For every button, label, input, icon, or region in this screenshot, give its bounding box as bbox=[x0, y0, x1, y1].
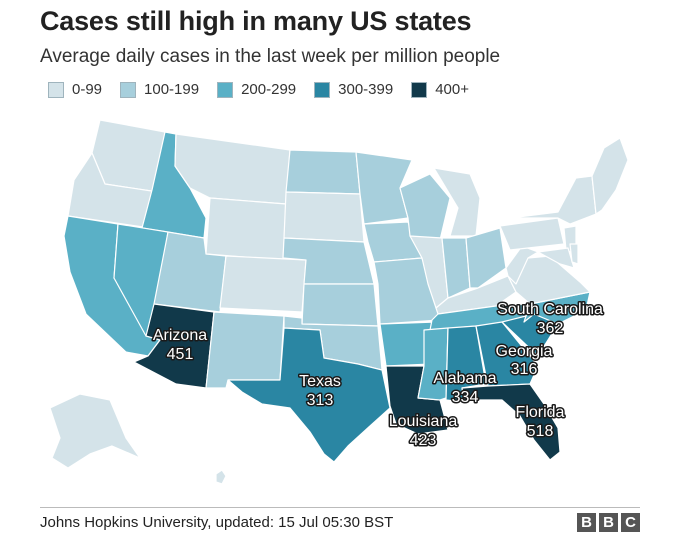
state-new-mexico bbox=[205, 311, 285, 389]
state-hawaii bbox=[215, 469, 227, 485]
label-louisiana-name: Louisiana bbox=[389, 413, 458, 430]
state-new-england bbox=[591, 137, 629, 215]
legend-item-100-199: 100-199 bbox=[120, 81, 199, 98]
state-wyoming bbox=[205, 197, 287, 261]
footer-divider bbox=[40, 507, 640, 508]
state-delaware bbox=[569, 243, 579, 265]
source-note: Johns Hopkins University, updated: 15 Ju… bbox=[40, 514, 394, 531]
state-pennsylvania bbox=[499, 217, 565, 251]
legend-label: 0-99 bbox=[72, 81, 103, 98]
state-virginia bbox=[507, 255, 591, 305]
legend-label: 100-199 bbox=[144, 81, 200, 98]
bbc-logo: B B C bbox=[574, 513, 640, 532]
legend-swatch bbox=[120, 81, 137, 98]
label-florida-name: Florida bbox=[516, 404, 565, 421]
label-texas-value: 313 bbox=[307, 392, 334, 409]
chart-subtitle: Average daily cases in the last week per… bbox=[40, 46, 501, 67]
label-arizona-name: Arizona bbox=[153, 327, 207, 344]
logo-block: C bbox=[621, 513, 640, 532]
legend-label: 400+ bbox=[435, 81, 470, 98]
logo-block: B bbox=[577, 513, 596, 532]
label-texas-name: Texas bbox=[299, 373, 341, 390]
state-kansas bbox=[301, 283, 379, 327]
state-south-dakota bbox=[283, 191, 365, 243]
label-alabama-name: Alabama bbox=[433, 370, 496, 387]
label-arizona-value: 451 bbox=[167, 346, 194, 363]
label-south-carolina-name: South Carolina bbox=[497, 301, 603, 318]
label-south-carolina-value: 362 bbox=[537, 320, 564, 337]
label-georgia-name: Georgia bbox=[496, 343, 553, 360]
state-ohio bbox=[465, 227, 507, 289]
chart-title: Cases still high in many US states bbox=[40, 6, 472, 36]
state-georgia bbox=[475, 321, 539, 387]
state-texas bbox=[227, 327, 391, 463]
legend-swatch bbox=[314, 81, 331, 98]
legend-swatch bbox=[48, 81, 64, 98]
legend-item-0-99: 0-99 bbox=[48, 81, 102, 98]
legend-swatch bbox=[411, 81, 428, 98]
logo-block: B bbox=[599, 513, 618, 532]
legend-item-300-399: 300-399 bbox=[314, 81, 393, 98]
state-north-dakota bbox=[285, 149, 361, 195]
state-alaska bbox=[49, 393, 141, 469]
legend-item-200-299: 200-299 bbox=[217, 81, 296, 98]
label-florida-value: 518 bbox=[527, 423, 554, 440]
legend-swatch bbox=[217, 81, 234, 98]
legend-label: 300-399 bbox=[338, 81, 394, 98]
legend-label: 200-299 bbox=[241, 81, 297, 98]
state-maryland bbox=[537, 247, 575, 269]
label-alabama-value: 334 bbox=[452, 389, 479, 406]
legend: 0-99 100-199 200-299 300-399 400+ bbox=[48, 81, 487, 98]
state-colorado bbox=[219, 255, 307, 313]
state-florida bbox=[461, 383, 561, 461]
legend-item-400-plus: 400+ bbox=[411, 81, 469, 98]
label-georgia-value: 316 bbox=[511, 361, 538, 378]
us-map: Arizona 451 Texas 313 Louisiana 423 Alab… bbox=[49, 119, 629, 485]
state-new-york bbox=[509, 175, 597, 225]
label-louisiana-value: 423 bbox=[410, 432, 437, 449]
